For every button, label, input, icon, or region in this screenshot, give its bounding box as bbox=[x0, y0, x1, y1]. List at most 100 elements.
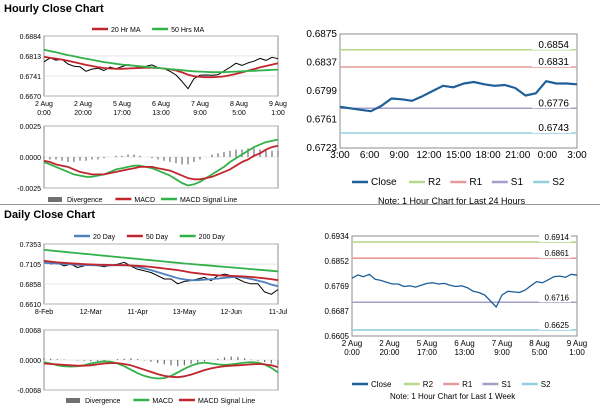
x-tick-label: 7 Aug bbox=[191, 101, 209, 108]
y-tick-label: 0.6813 bbox=[20, 54, 42, 61]
level-label: 0.6776 bbox=[538, 98, 569, 109]
x-tick-label: 8 Aug bbox=[230, 101, 248, 108]
x-tick-label: 1:00 bbox=[569, 348, 585, 357]
y-tick-label: 0.6723 bbox=[306, 143, 337, 154]
legend-label: S2 bbox=[552, 177, 565, 188]
y-tick-label: 0.6837 bbox=[306, 58, 337, 69]
level-label: 0.6831 bbox=[538, 57, 569, 68]
legend-label: R1 bbox=[462, 380, 473, 389]
legend-label: 20 Day bbox=[93, 234, 116, 241]
y-tick-label: 0.6761 bbox=[306, 115, 337, 126]
legend-label: Close bbox=[371, 177, 397, 188]
daily-section-title: Daily Close Chart bbox=[4, 209, 96, 221]
y-tick-label: 0.6741 bbox=[20, 74, 42, 81]
y-tick-label: 0.6799 bbox=[306, 86, 337, 97]
x-tick-label: 0:00 bbox=[538, 150, 558, 161]
x-tick-label: 20:00 bbox=[74, 110, 92, 117]
level-label-bg bbox=[532, 97, 571, 109]
section-divider bbox=[0, 204, 600, 205]
level-label: 0.6861 bbox=[545, 249, 570, 258]
legend-label: R2 bbox=[428, 177, 441, 188]
x-tick-label: 15:00 bbox=[446, 150, 471, 161]
x-tick-label: 3:00 bbox=[330, 150, 350, 161]
close-line bbox=[351, 273, 578, 308]
daily-chart-note: Note: 1 Hour Chart for Last 1 Week bbox=[390, 392, 516, 401]
level-label-bg bbox=[532, 56, 571, 67]
y-tick-label: 0.6875 bbox=[306, 29, 337, 40]
x-tick-label: 13:00 bbox=[152, 110, 170, 117]
plot-frame bbox=[43, 35, 279, 97]
y-tick-label: 0.0000 bbox=[20, 155, 42, 162]
y-tick-label: -0.0068 bbox=[17, 388, 41, 395]
x-tick-label: 2 Aug bbox=[342, 339, 362, 348]
x-tick-label: 21:00 bbox=[505, 150, 530, 161]
x-tick-label: 5:00 bbox=[532, 348, 548, 357]
x-tick-label: 1:00 bbox=[271, 110, 285, 117]
legend-label: 50 Hrs MA bbox=[171, 27, 204, 34]
x-tick-label: 5 Aug bbox=[417, 339, 437, 348]
x-tick-label: 5 Aug bbox=[113, 101, 131, 108]
plot-frame bbox=[351, 235, 578, 337]
level-label: 0.6743 bbox=[538, 123, 569, 134]
x-tick-label: 17:00 bbox=[417, 348, 438, 357]
level-label-bg bbox=[532, 122, 571, 133]
level-label: 0.6625 bbox=[545, 321, 570, 330]
x-tick-label: 9:00 bbox=[390, 150, 410, 161]
level-label-bg bbox=[532, 38, 571, 50]
x-tick-label: 9:00 bbox=[494, 348, 510, 357]
daily-macd-chart: 0.0068 0.0000 -0.0068 Divergence MACD MACD Si… bbox=[17, 328, 279, 405]
level-label-bg bbox=[539, 249, 571, 259]
legend-label: 200 Day bbox=[199, 234, 226, 241]
x-tick-label: 6 Aug bbox=[152, 101, 170, 108]
legend-label: MACD bbox=[134, 197, 155, 204]
x-tick-label: 2 Aug bbox=[379, 339, 399, 348]
hourly-section-title: Hourly Close Chart bbox=[4, 3, 104, 15]
legend-label: Divergence bbox=[85, 398, 121, 405]
macd-line-0 bbox=[43, 138, 279, 187]
legend-label: MACD Signal Line bbox=[198, 398, 255, 405]
x-tick-label: 9 Aug bbox=[567, 339, 587, 348]
series-line-2 bbox=[43, 48, 279, 74]
legend-label: MACD bbox=[152, 398, 173, 405]
y-tick-label: 0.6605 bbox=[325, 332, 350, 341]
hourly-macd-chart: 0.0025 0.0000 -0.0025 Divergence MACD MACD Si… bbox=[17, 124, 279, 204]
series-line-2 bbox=[43, 259, 279, 282]
y-tick-label: 0.6852 bbox=[325, 257, 350, 266]
y-tick-label: 0.6687 bbox=[325, 307, 350, 316]
y-tick-label: 0.6610 bbox=[20, 302, 42, 309]
x-tick-label: 9 Aug bbox=[269, 101, 287, 108]
x-tick-label: 12:00 bbox=[416, 150, 441, 161]
legend-label: Divergence bbox=[67, 197, 103, 204]
series-line-0 bbox=[43, 261, 279, 295]
x-tick-label: 12-Jun bbox=[220, 309, 242, 316]
y-tick-label: 0.6670 bbox=[20, 94, 42, 101]
legend-swatch bbox=[48, 197, 62, 202]
y-tick-label: 0.6858 bbox=[20, 282, 42, 289]
x-tick-label: 17:00 bbox=[113, 110, 131, 117]
x-tick-label: 7 Aug bbox=[492, 339, 512, 348]
x-tick-label: 0:00 bbox=[37, 110, 51, 117]
legend-swatch bbox=[66, 398, 80, 403]
x-tick-label: 13-May bbox=[173, 309, 197, 316]
series-line-1 bbox=[43, 261, 279, 288]
legend-label: 20 Hr MA bbox=[111, 27, 141, 34]
macd-line-1 bbox=[43, 144, 279, 181]
x-tick-label: 8-Feb bbox=[35, 309, 53, 316]
x-tick-label: 2 Aug bbox=[35, 101, 53, 108]
y-tick-label: 0.0068 bbox=[20, 328, 42, 335]
y-tick-label: 0.6934 bbox=[325, 232, 350, 241]
legend-label: R1 bbox=[469, 177, 482, 188]
level-label: 0.6914 bbox=[545, 233, 570, 242]
level-label-bg bbox=[539, 293, 571, 303]
y-tick-label: 0.7353 bbox=[20, 242, 42, 249]
x-tick-label: 6 Aug bbox=[454, 339, 474, 348]
close-line bbox=[339, 80, 578, 113]
level-label: 0.6716 bbox=[545, 293, 570, 302]
y-tick-label: 0.0025 bbox=[20, 124, 42, 131]
hourly-chart-note: Note: 1 Hour Chart for Last 24 Hours bbox=[378, 196, 526, 206]
legend-label: R2 bbox=[423, 380, 434, 389]
series-line-3 bbox=[43, 249, 279, 273]
x-tick-label: 11-Jul bbox=[269, 309, 288, 316]
hourly-close-24h-chart: 0.6875 0.6837 0.6799 0.6761 0.6723 0.6854 0.68… bbox=[306, 29, 587, 188]
legend-label: MACD Signal Line bbox=[180, 197, 237, 204]
